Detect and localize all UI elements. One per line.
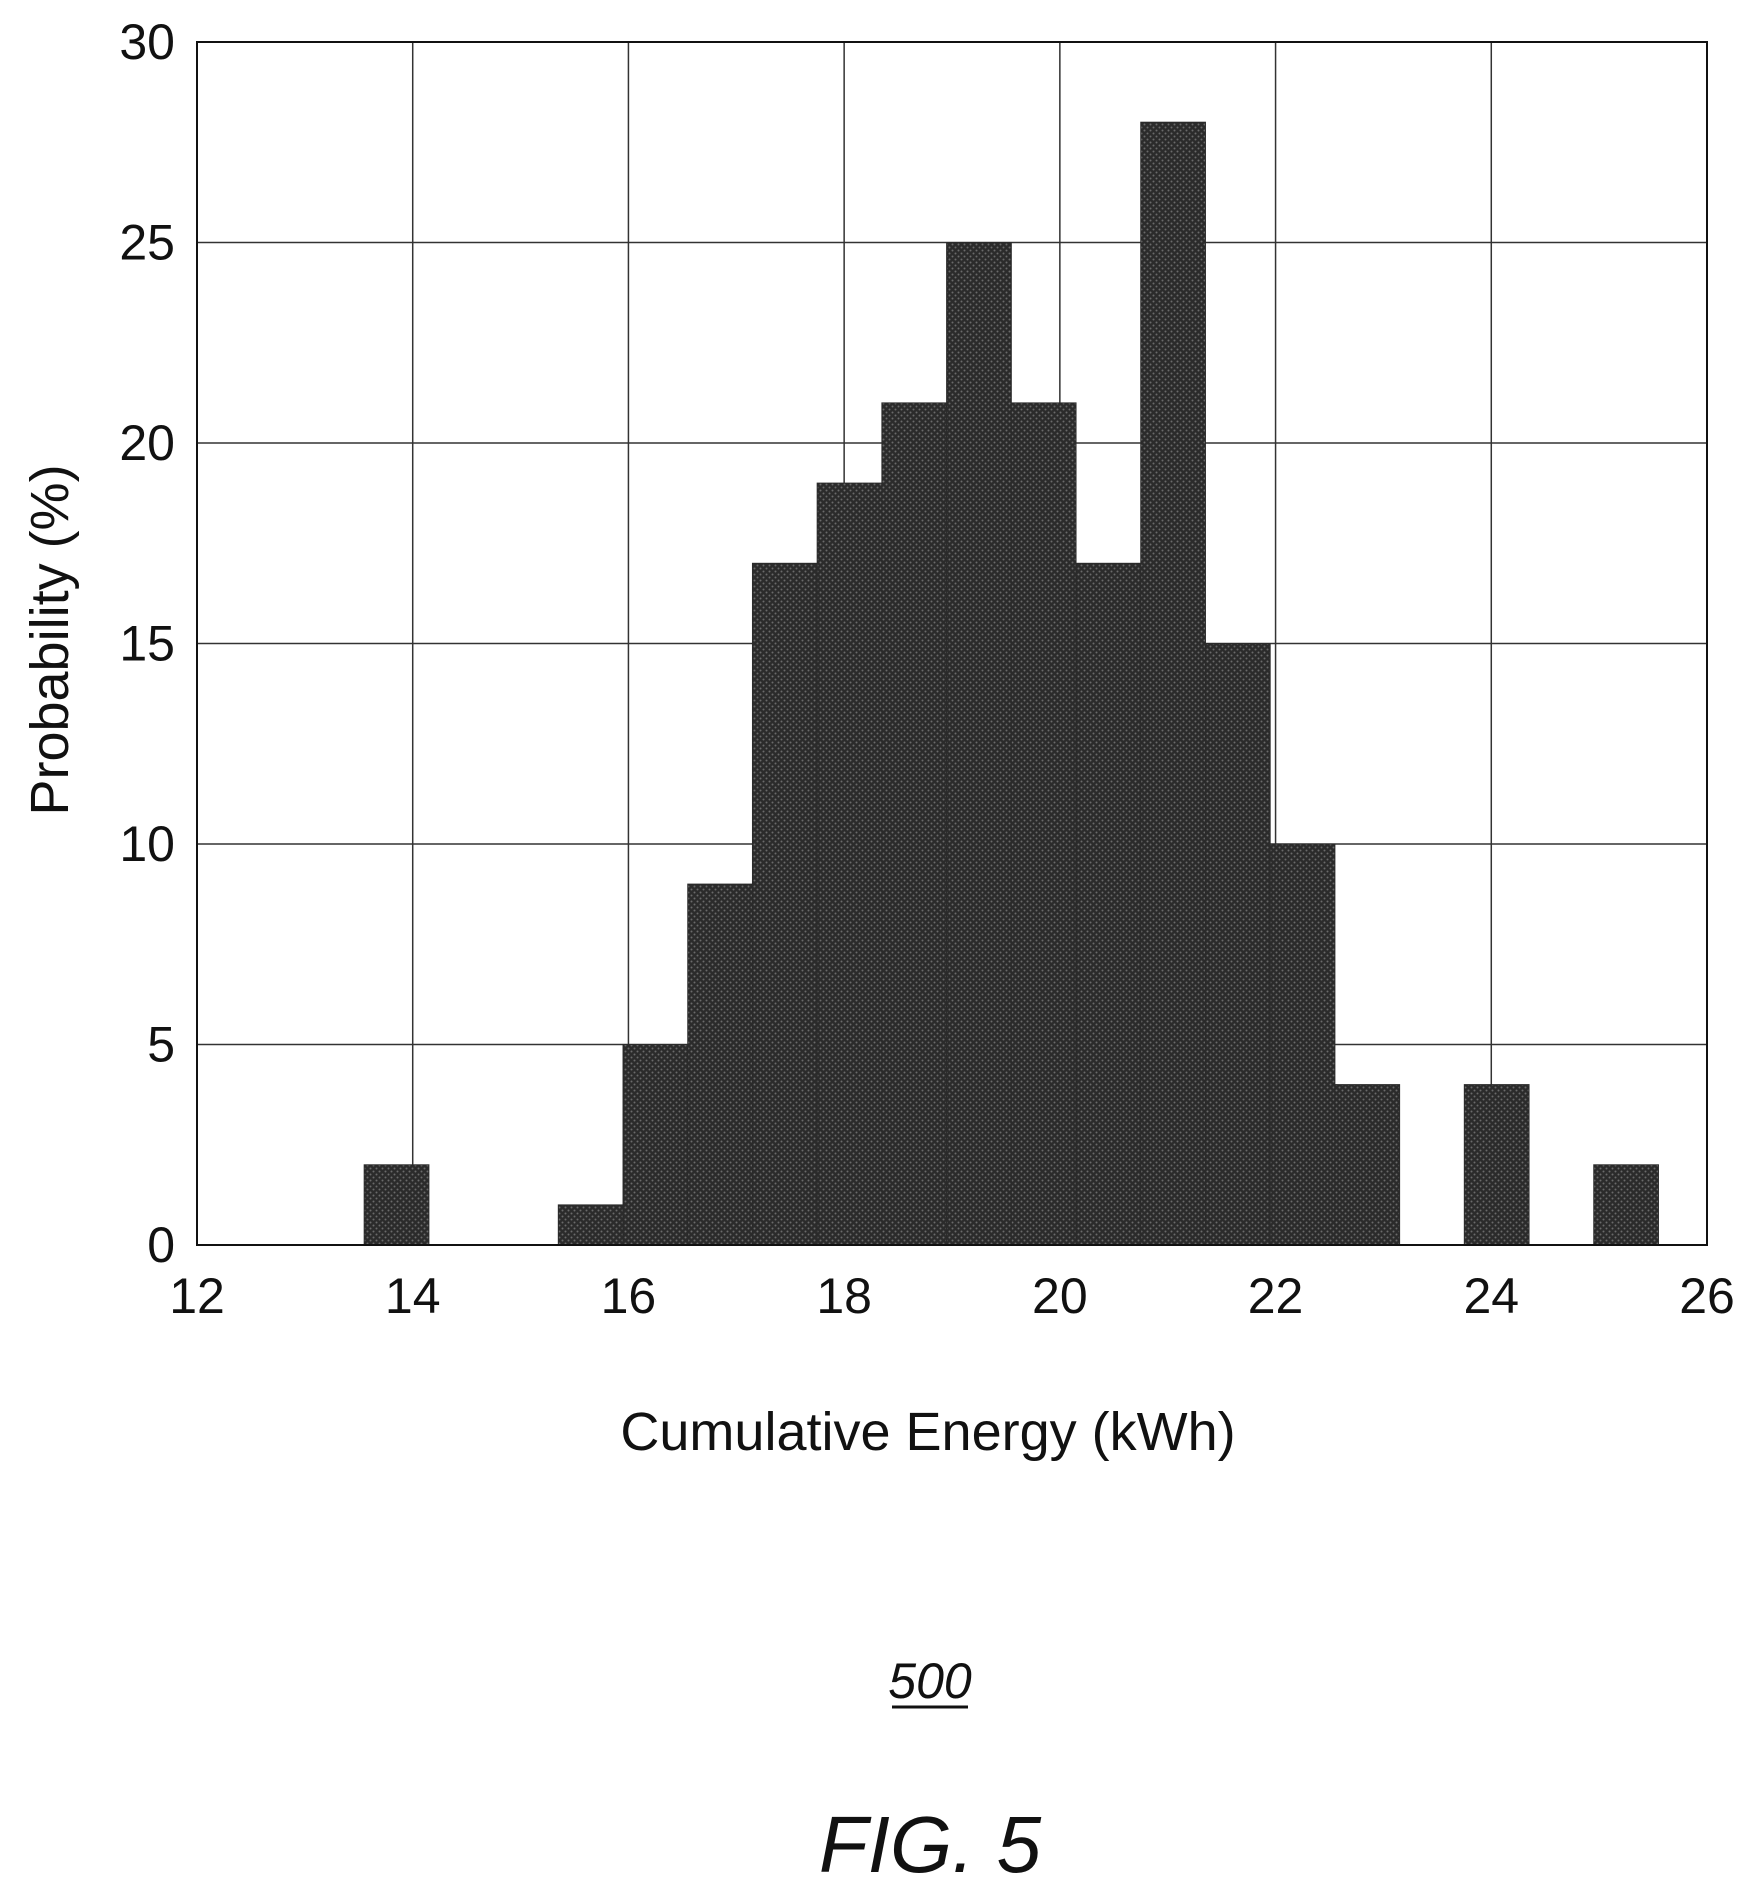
histogram-bar (1075, 562, 1142, 1246)
histogram-bar (1269, 843, 1336, 1246)
x-axis-title: Cumulative Energy (kWh) (620, 1402, 1235, 1462)
y-tick-label: 10 (119, 816, 175, 872)
plot-frame (196, 41, 1708, 1246)
x-tick-label: 20 (1032, 1268, 1088, 1324)
histogram-bar (687, 883, 753, 1246)
y-tick-label: 0 (147, 1217, 175, 1273)
histogram-bar (557, 1204, 624, 1246)
x-tick-label: 16 (601, 1268, 657, 1324)
histogram-bar (1204, 643, 1271, 1246)
histogram-bars (363, 121, 1659, 1246)
x-tick-label: 18 (816, 1268, 872, 1324)
histogram-bar (622, 1044, 689, 1246)
x-tick-label: 12 (169, 1268, 225, 1324)
y-tick-label: 20 (119, 415, 175, 471)
y-tick-label: 25 (119, 215, 175, 271)
histogram-plot: 12 14 16 18 20 22 24 26 0 5 10 15 20 25 30 (119, 14, 1734, 1324)
histogram-bar (1140, 121, 1206, 1246)
y-axis-title: Probability (%) (20, 464, 80, 815)
y-tick-label: 30 (119, 14, 175, 70)
histogram-bar (1010, 402, 1077, 1246)
histogram-bar (881, 402, 948, 1246)
y-axis-ticks: 0 5 10 15 20 25 30 (119, 14, 175, 1273)
y-tick-label: 15 (119, 616, 175, 672)
figure-reference-number: 500 (888, 1653, 972, 1709)
histogram-bar (363, 1164, 430, 1246)
histogram-bar (816, 482, 883, 1246)
figure-caption: FIG. 5 (819, 1800, 1042, 1889)
x-tick-label: 14 (385, 1268, 441, 1324)
histogram-bar (1593, 1164, 1659, 1246)
histogram-bar (1334, 1084, 1401, 1246)
histogram-bar (751, 562, 818, 1246)
x-tick-label: 22 (1248, 1268, 1304, 1324)
histogram-bar (1463, 1084, 1530, 1246)
x-tick-label: 26 (1679, 1268, 1735, 1324)
histogram-bar (946, 242, 1012, 1246)
x-tick-label: 24 (1463, 1268, 1519, 1324)
y-tick-label: 5 (147, 1017, 175, 1073)
x-axis-ticks: 12 14 16 18 20 22 24 26 (169, 1268, 1735, 1324)
